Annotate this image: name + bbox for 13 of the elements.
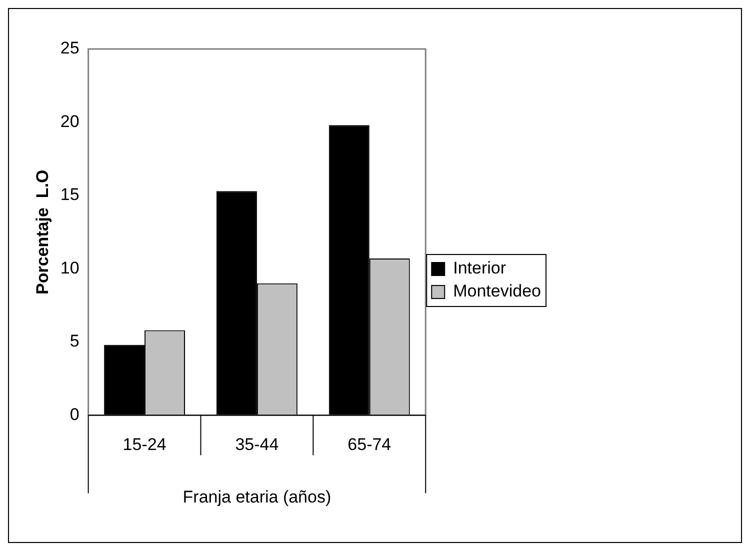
x-axis-title: Franja etaria (años) [182, 487, 332, 506]
y-tick-label: 5 [70, 332, 80, 351]
y-axis-title: Porcentaje L.O [32, 170, 52, 294]
y-tick-label: 15 [60, 185, 80, 204]
x-tick-label: 15-24 [122, 435, 166, 454]
legend-label: Interior [453, 258, 506, 278]
y-tick-label: 20 [60, 112, 80, 131]
y-tick-label: 10 [60, 258, 80, 278]
y-tick-label: 25 [60, 38, 80, 58]
legend-label: Montevideo [453, 282, 541, 301]
y-tick-label: 0 [70, 404, 80, 424]
x-tick-label: 35-44 [235, 435, 279, 454]
x-tick-label: 65-74 [348, 435, 392, 454]
